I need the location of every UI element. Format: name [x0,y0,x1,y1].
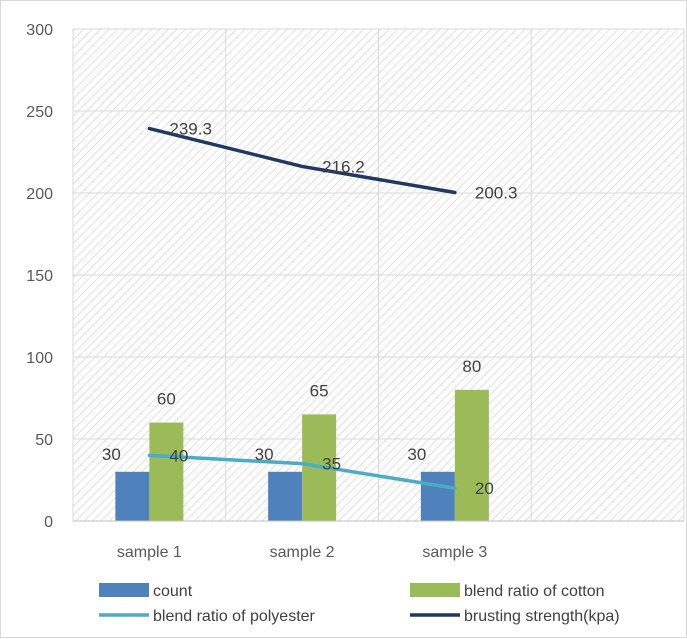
data-label: 80 [462,357,481,376]
y-tick-label: 250 [26,104,53,121]
legend-swatch [410,583,460,597]
y-tick-label: 300 [26,22,53,39]
line-brusting-strength-kpa- [147,126,457,195]
y-tick-label: 150 [26,268,53,285]
x-tick-label: sample 2 [270,544,335,561]
legend-label: blend ratio of polyester [153,608,316,625]
data-label: 30 [407,445,426,464]
legend-swatch [99,583,149,597]
legend-label: count [153,583,193,600]
data-label: 20 [475,479,494,498]
data-label: 65 [310,381,329,400]
data-label: 200.3 [475,184,518,203]
legend-label: blend ratio of cotton [464,583,605,600]
line-blend-ratio-of-polyester [147,453,457,490]
y-tick-label: 0 [44,514,53,531]
data-label: 216.2 [322,157,365,176]
x-tick-label: sample 3 [422,544,487,561]
y-tick-label: 50 [35,432,53,449]
data-label: 60 [157,390,176,409]
bar-count [268,471,303,521]
x-tick-label: sample 1 [117,544,182,561]
y-tick-label: 100 [26,350,53,367]
data-label: 40 [169,446,188,465]
bar-count [115,471,150,521]
bar-count [420,471,455,521]
data-label: 35 [322,455,341,474]
y-tick-label: 200 [26,186,53,203]
legend-label: brusting strength(kpa) [464,608,620,625]
bar-blend-ratio-of-cotton [454,389,489,521]
bar-blend-ratio-of-cotton [149,422,184,521]
data-label: 30 [102,445,121,464]
data-label: 30 [255,445,274,464]
data-label: 239.3 [169,120,212,139]
